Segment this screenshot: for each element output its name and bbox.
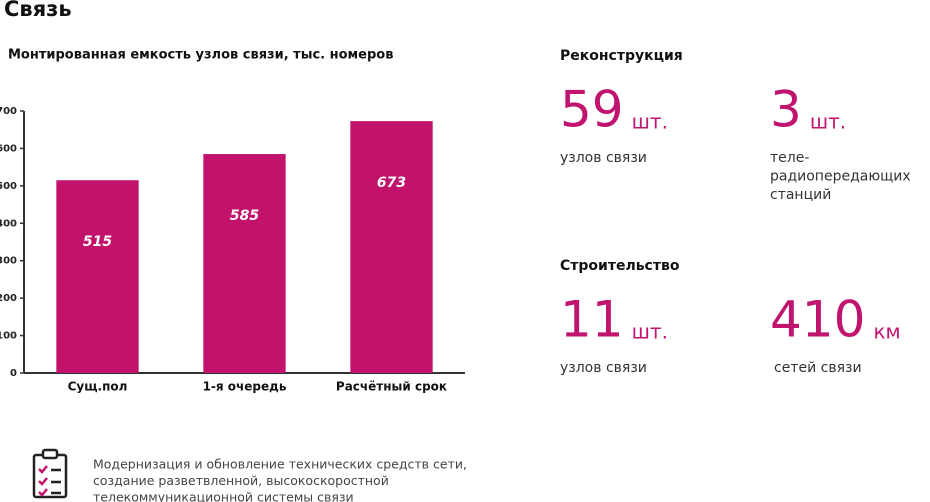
x-tick-label: Сущ.пол [68,380,128,394]
footer-text: Модернизация и обновление технических ср… [93,457,467,472]
x-tick-label: 1-я очередь [203,380,287,394]
stat-unit: шт. [810,110,846,134]
bar [203,154,286,373]
stat-unit: шт. [632,110,668,134]
checklist-icon [32,448,68,499]
y-tick-label: 500 [0,181,17,192]
stat-unit: шт. [632,320,668,344]
stat-label: узлов связи [560,150,647,166]
stat-label: сетей связи [774,360,862,376]
value-label: 673 [377,175,406,191]
stat-value: 3 [770,81,802,139]
value-label: 515 [83,234,112,250]
section-title: Строительство [560,258,680,274]
stat-unit: км [873,320,900,344]
page-title: Связь [4,0,72,21]
bar [350,121,433,373]
stat-label: станций [770,187,831,203]
y-tick-label: 600 [0,143,17,154]
stat-label: теле- [770,150,809,166]
stat-label: радиопередающих [770,169,911,185]
footer-text: создание разветвленной, высокоскоростной [93,473,389,488]
y-tick-label: 400 [0,218,17,229]
stat-value: 11 [560,291,624,349]
stat-value: 410 [770,291,865,349]
section-title: Реконструкция [560,48,683,64]
y-tick-label: 700 [0,106,17,117]
stat-value: 59 [560,81,624,139]
y-tick-label: 100 [0,331,17,342]
y-tick-label: 300 [0,256,17,267]
y-tick-label: 0 [10,368,17,379]
x-tick-label: Расчётный срок [336,380,447,394]
footer-text: телекоммуникационной системы связи [93,490,354,502]
bar [56,180,139,373]
value-label: 585 [230,208,259,224]
chart-title: Монтированная емкость узлов связи, тыс. … [8,48,393,63]
stat-label: узлов связи [560,360,647,376]
y-tick-label: 200 [0,293,17,304]
